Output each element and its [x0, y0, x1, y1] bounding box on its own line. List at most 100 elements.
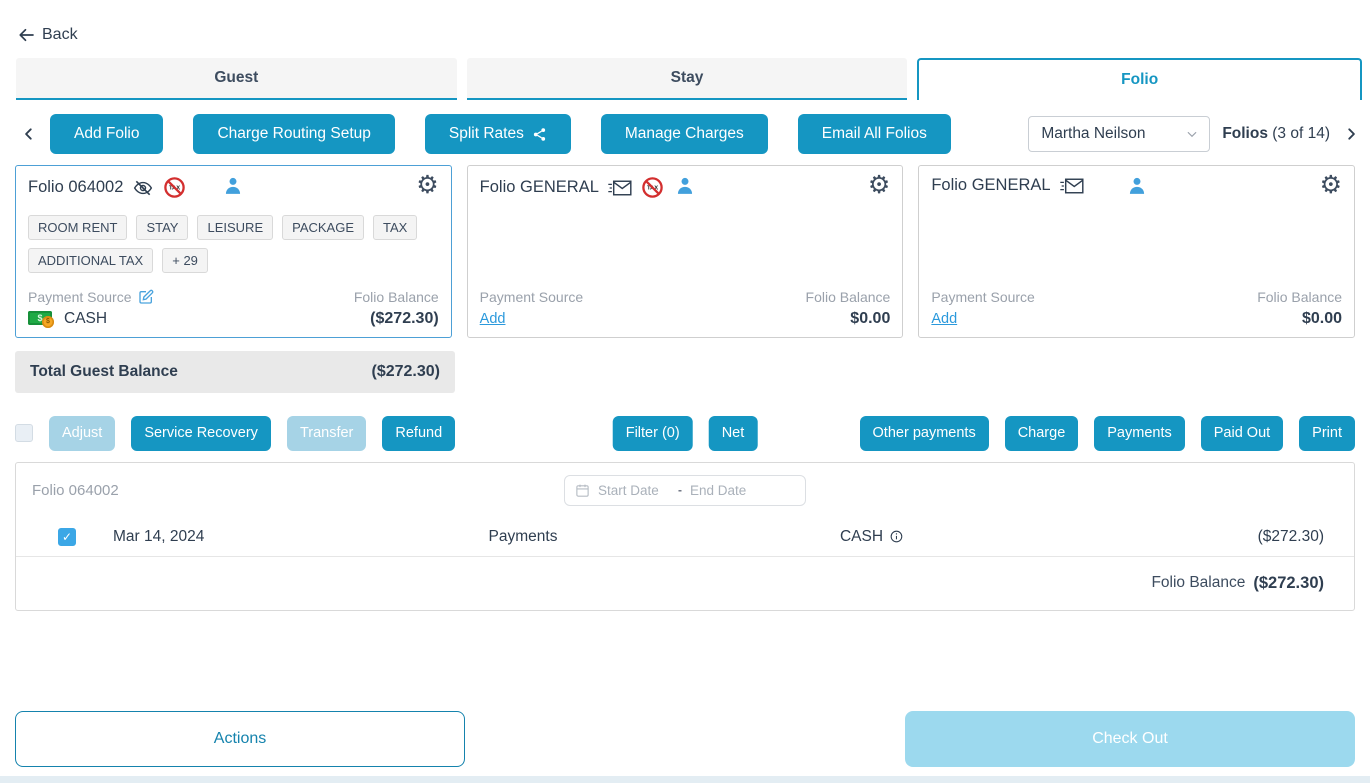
total-guest-balance-bar: Total Guest Balance ($272.30): [15, 351, 455, 393]
folio-card-general-2[interactable]: Folio GENERAL ⚙ Payment Source Add Folio…: [918, 165, 1356, 338]
date-range-picker[interactable]: -: [564, 474, 806, 506]
guest-person-icon[interactable]: [1127, 176, 1147, 201]
edit-icon[interactable]: [138, 289, 154, 305]
folio-card-064002[interactable]: Folio 064002 TAX ⚙ ROOM RENT STAY LEISUR…: [15, 165, 452, 338]
select-all-checkbox[interactable]: [15, 424, 33, 442]
tab-guest-label: Guest: [214, 69, 259, 86]
payment-source-label-row: Payment Source: [931, 289, 1035, 305]
add-payment-source-link[interactable]: Add: [931, 311, 958, 327]
row-checkbox[interactable]: ✓: [58, 527, 76, 546]
folio-title: Folio GENERAL: [931, 176, 1051, 194]
adjust-button[interactable]: Adjust: [49, 415, 116, 451]
payment-source-label-row: Payment Source: [28, 289, 154, 305]
tab-folio-label: Folio: [1121, 71, 1159, 88]
other-payments-button[interactable]: Other payments: [859, 415, 989, 451]
tag-leisure: LEISURE: [197, 215, 274, 240]
tag-tax: TAX: [373, 215, 418, 240]
total-guest-balance-value: ($272.30): [371, 363, 441, 380]
folio-balance-block: Folio Balance ($272.30): [354, 289, 439, 328]
gear-icon[interactable]: ⚙: [416, 171, 439, 199]
payment-method-row: CASH: [28, 310, 154, 328]
charge-button[interactable]: Charge: [1004, 415, 1079, 451]
folio-title: Folio GENERAL: [479, 178, 599, 196]
payment-source-label: Payment Source: [479, 289, 584, 305]
payment-source-label-row: Payment Source: [480, 289, 584, 305]
back-label: Back: [42, 26, 78, 43]
transaction-actions-row: Adjust Service Recovery Transfer Refund …: [15, 415, 1355, 451]
guest-person-icon[interactable]: [223, 176, 243, 201]
gear-icon[interactable]: ⚙: [867, 171, 891, 199]
transaction-amount: ($272.30): [1257, 527, 1324, 545]
add-folio-button[interactable]: Add Folio: [50, 114, 164, 154]
check-out-button[interactable]: Check Out: [905, 711, 1355, 767]
info-icon[interactable]: [889, 529, 904, 544]
arrow-left-icon: [18, 26, 36, 44]
payment-source-block: Payment Source CASH: [28, 289, 154, 328]
card-head: Folio GENERAL TAX: [480, 176, 891, 199]
gear-icon[interactable]: ⚙: [1319, 171, 1343, 199]
print-button[interactable]: Print: [1299, 415, 1355, 451]
end-date-input[interactable]: [690, 482, 762, 498]
tab-stay[interactable]: Stay: [466, 58, 908, 100]
card-foot: Payment Source CASH Folio Balance ($272.…: [28, 289, 439, 328]
split-rates-label: Split Rates: [448, 125, 524, 142]
card-foot: Payment Source Add Folio Balance $0.00: [931, 289, 1342, 328]
refund-button[interactable]: Refund: [382, 415, 456, 451]
transaction-row[interactable]: ✓ Mar 14, 2024 Payments CASH ($272.30): [16, 517, 1354, 557]
card-head: Folio 064002 TAX: [28, 176, 439, 199]
chevron-down-icon: [1185, 127, 1199, 141]
folio-balance-row-value: ($272.30): [1253, 573, 1324, 592]
card-foot: Payment Source Add Folio Balance $0.00: [480, 289, 891, 328]
tag-package: PACKAGE: [282, 215, 365, 240]
next-folio-chevron-icon[interactable]: [1342, 125, 1360, 143]
transaction-date: Mar 14, 2024: [113, 527, 205, 545]
transfer-button[interactable]: Transfer: [286, 415, 367, 451]
toolbar-right: Martha Neilson Folios (3 of 14): [1028, 116, 1360, 152]
guest-selector-dropdown[interactable]: Martha Neilson: [1028, 116, 1211, 152]
guest-person-icon[interactable]: [675, 176, 695, 201]
actions-button[interactable]: Actions: [15, 711, 465, 767]
filter-button[interactable]: Filter (0): [612, 415, 693, 451]
tab-guest[interactable]: Guest: [16, 58, 457, 100]
folio-balance-label: Folio Balance: [1257, 289, 1343, 305]
cash-icon: [28, 310, 54, 328]
folios-count-label: Folios (3 of 14): [1222, 125, 1330, 143]
payment-source-label: Payment Source: [28, 289, 132, 305]
folio-card-general-1[interactable]: Folio GENERAL TAX ⚙ Payment Source Add: [466, 165, 904, 338]
calendar-icon: [575, 483, 590, 498]
email-send-icon: [607, 179, 633, 197]
net-button[interactable]: Net: [708, 415, 758, 451]
email-send-icon: [1059, 177, 1085, 195]
guest-selector-value: Martha Neilson: [1041, 125, 1146, 142]
panel-folio-title: Folio 064002: [32, 481, 119, 499]
tag-more-count[interactable]: + 29: [162, 248, 208, 273]
tag-room-rent: ROOM RENT: [28, 215, 128, 240]
tab-folio[interactable]: Folio: [917, 58, 1363, 100]
tag-stay: STAY: [136, 215, 189, 240]
back-button[interactable]: Back: [18, 26, 78, 44]
payment-source-label: Payment Source: [931, 289, 1035, 305]
transactions-panel: Folio 064002 - ✓ Mar 14, 2024 Payments C…: [15, 462, 1355, 611]
folio-balance-label: Folio Balance: [805, 289, 891, 305]
manage-charges-button[interactable]: Manage Charges: [600, 114, 768, 154]
folio-balance-row: Folio Balance ($272.30): [16, 557, 1354, 609]
footer-strip: [0, 776, 1370, 783]
folio-title: Folio 064002: [28, 178, 124, 196]
folio-toolbar: Add Folio Charge Routing Setup Split Rat…: [0, 114, 1370, 154]
charge-routing-setup-button[interactable]: Charge Routing Setup: [193, 114, 395, 154]
add-payment-source-link[interactable]: Add: [479, 311, 506, 327]
folio-balance-label: Folio Balance: [353, 289, 439, 305]
split-rates-button[interactable]: Split Rates: [424, 114, 571, 154]
no-tax-icon: TAX: [641, 176, 664, 199]
tab-stay-label: Stay: [670, 69, 704, 86]
scroll-left-chevron-icon[interactable]: [20, 125, 38, 143]
eye-slash-icon: [131, 178, 155, 198]
start-date-input[interactable]: [598, 482, 670, 498]
paid-out-button[interactable]: Paid Out: [1200, 415, 1284, 451]
transactions-panel-header: Folio 064002 -: [16, 463, 1354, 517]
service-recovery-button[interactable]: Service Recovery: [131, 415, 271, 451]
payments-button[interactable]: Payments: [1094, 415, 1185, 451]
share-icon: [532, 127, 547, 142]
email-all-folios-button[interactable]: Email All Folios: [797, 114, 951, 154]
